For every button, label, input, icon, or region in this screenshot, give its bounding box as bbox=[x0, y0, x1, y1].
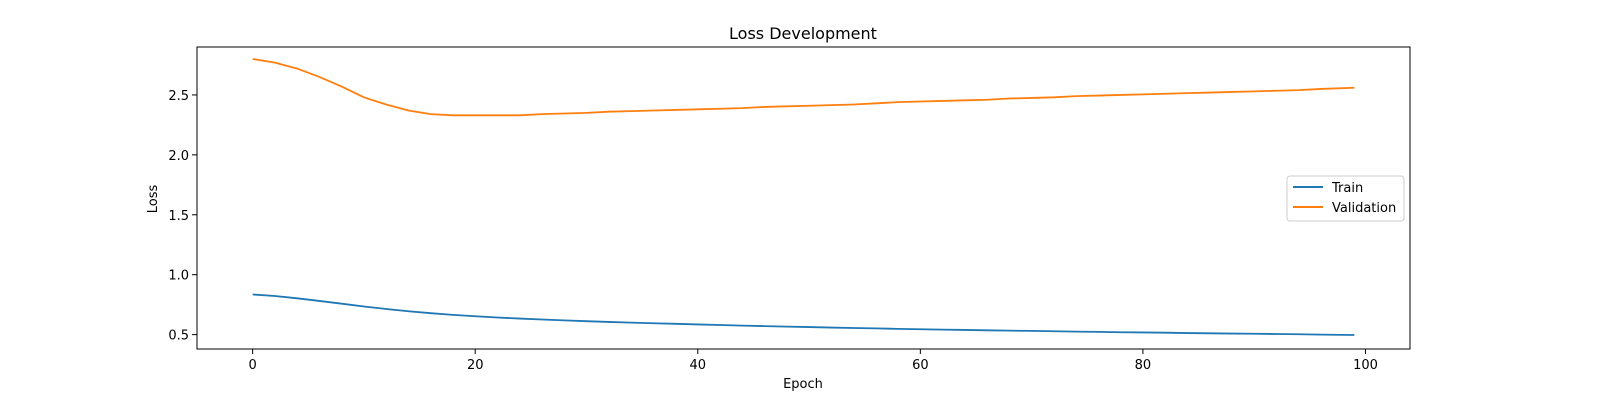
x-axis-label: Epoch bbox=[783, 377, 823, 392]
axes-frame bbox=[196, 46, 1411, 350]
plot-area bbox=[252, 58, 1355, 336]
legend-train-label: Train bbox=[1331, 181, 1363, 196]
x-axis-ticks: 0 20 40 60 80 100 bbox=[249, 349, 1378, 373]
y-tick-label: 1.5 bbox=[168, 209, 189, 224]
x-tick-label: 100 bbox=[1353, 358, 1378, 373]
x-tick-label: 80 bbox=[1135, 358, 1152, 373]
chart-title: Loss Development bbox=[729, 24, 877, 43]
y-tick-label: 1.0 bbox=[168, 269, 189, 284]
series-line-validation bbox=[252, 58, 1355, 117]
y-axis-label: Loss bbox=[146, 185, 161, 214]
y-tick-label: 0.5 bbox=[168, 329, 189, 344]
y-axis-ticks: 0.5 1.0 1.5 2.0 2.5 bbox=[168, 89, 197, 344]
series-line-train bbox=[252, 293, 1355, 336]
x-tick-label: 0 bbox=[249, 358, 257, 373]
legend: Train Validation bbox=[1286, 175, 1405, 222]
x-tick-label: 20 bbox=[467, 358, 484, 373]
x-tick-label: 60 bbox=[912, 358, 929, 373]
y-tick-label: 2.0 bbox=[168, 149, 189, 164]
y-tick-label: 2.5 bbox=[168, 89, 189, 104]
x-tick-label: 40 bbox=[690, 358, 707, 373]
legend-validation-label: Validation bbox=[1332, 201, 1396, 216]
